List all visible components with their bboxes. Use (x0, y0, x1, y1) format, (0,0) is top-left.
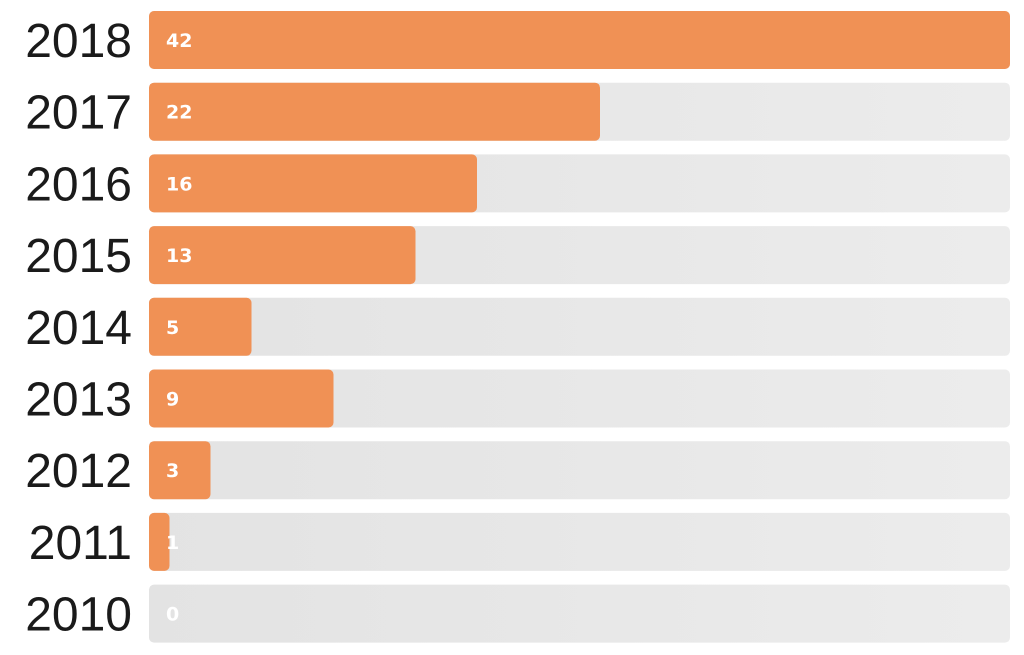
bar-track (149, 369, 1010, 428)
bar (149, 441, 211, 500)
bar-row: 2016 16 (25, 154, 1010, 213)
category-label: 2015 (25, 230, 132, 283)
bar-track (149, 584, 1010, 643)
bar-row: 2014 5 (25, 297, 1010, 356)
bar-row: 2015 13 (25, 226, 1010, 285)
bar-row: 2013 9 (25, 369, 1010, 428)
bar-row: 2018 42 (25, 11, 1010, 69)
bar (149, 369, 334, 428)
bar (149, 11, 1010, 69)
bar (149, 297, 252, 356)
bar-track (149, 441, 1010, 500)
bar-row: 2012 3 (25, 441, 1010, 500)
value-label: 3 (166, 460, 179, 482)
bar-row: 2010 0 (25, 584, 1010, 643)
value-label: 22 (166, 102, 192, 124)
value-label: 1 (166, 532, 179, 554)
bar (149, 82, 600, 141)
category-label: 2018 (25, 15, 132, 68)
value-label: 42 (166, 30, 192, 52)
bar-track (149, 297, 1010, 356)
value-label: 5 (166, 317, 179, 339)
value-label: 9 (166, 389, 179, 411)
bar-track (149, 512, 1010, 571)
value-label: 0 (166, 604, 179, 626)
bar (149, 512, 170, 571)
bar-row: 2017 22 (25, 82, 1010, 141)
category-label: 2011 (29, 517, 132, 570)
value-label: 16 (166, 173, 192, 195)
category-label: 2017 (25, 87, 132, 140)
bar (149, 226, 416, 285)
value-label: 13 (166, 245, 192, 267)
category-label: 2014 (25, 302, 132, 355)
category-label: 2012 (25, 445, 132, 498)
category-label: 2016 (25, 158, 132, 211)
bar (149, 154, 477, 213)
category-label: 2010 (25, 589, 132, 642)
bar-row: 2011 1 (29, 512, 1010, 571)
category-label: 2013 (25, 374, 132, 427)
